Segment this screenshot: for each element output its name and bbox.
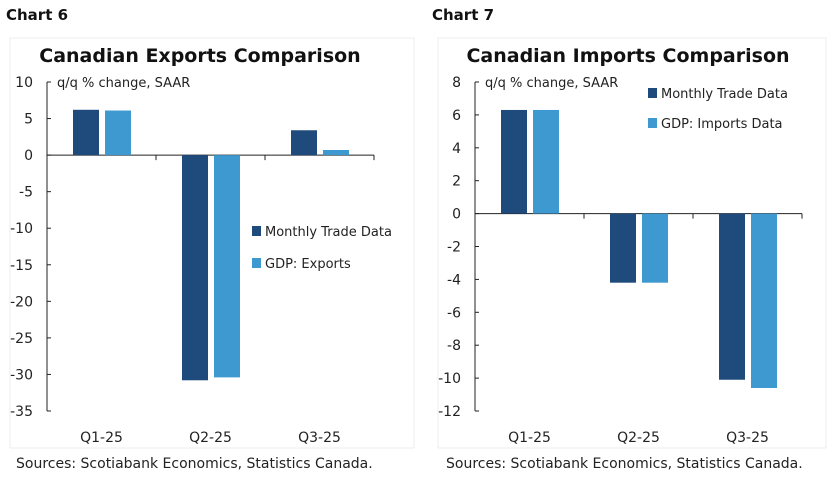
bar-gdp	[214, 155, 240, 378]
y-tick-label: -12	[438, 404, 461, 420]
bar-monthly	[73, 109, 99, 156]
y-tick-label: -10	[438, 371, 461, 387]
legend-swatch	[648, 88, 657, 98]
x-tick-label: Q1-25	[80, 430, 123, 446]
chart-title: Canadian Imports Comparison	[466, 45, 789, 67]
legend-swatch	[252, 258, 261, 268]
y-tick-label: 0	[24, 148, 33, 164]
y-tick-label: 8	[452, 75, 461, 91]
x-tick-label: Q2-25	[617, 430, 660, 446]
chart-6-source: Sources: Scotiabank Economics, Statistic…	[16, 456, 373, 472]
y-tick-label: -8	[447, 338, 461, 354]
bar-gdp	[105, 110, 131, 156]
bar-monthly	[182, 155, 208, 381]
y-tick-label: -35	[10, 404, 33, 420]
chart-title: Canadian Exports Comparison	[39, 45, 360, 67]
y-tick-label: -5	[19, 185, 33, 201]
y-tick-label: -4	[447, 272, 461, 288]
y-tick-label: -20	[10, 294, 33, 310]
chart-7-label: Chart 7	[432, 6, 495, 24]
legend-label: GDP: Imports Data	[661, 117, 783, 132]
bar-gdp	[751, 213, 777, 388]
y-tick-label: -25	[10, 331, 33, 347]
bar-monthly	[610, 213, 636, 283]
x-tick-label: Q2-25	[189, 430, 232, 446]
bar-monthly	[719, 213, 745, 380]
y-tick-label: 0	[452, 207, 461, 223]
x-tick-label: Q3-25	[298, 430, 341, 446]
y-tick-label: 2	[452, 174, 461, 190]
bar-monthly	[501, 109, 527, 214]
bar-monthly	[291, 130, 317, 156]
y-tick-label: -30	[10, 367, 33, 383]
y-tick-label: -10	[10, 221, 33, 237]
x-tick-label: Q3-25	[726, 430, 769, 446]
legend-label: Monthly Trade Data	[265, 225, 392, 240]
x-tick-label: Q1-25	[508, 430, 551, 446]
bar-gdp	[642, 213, 668, 283]
legend-swatch	[648, 118, 657, 128]
y-axis-label: q/q % change, SAAR	[57, 76, 190, 91]
chart-7-source: Sources: Scotiabank Economics, Statistic…	[446, 456, 803, 472]
y-tick-label: 6	[452, 108, 461, 124]
legend-label: Monthly Trade Data	[661, 87, 788, 102]
y-tick-label: 4	[452, 141, 461, 157]
bar-gdp	[533, 109, 559, 214]
bar-gdp	[323, 149, 349, 156]
y-tick-label: -6	[447, 305, 461, 321]
chart-6-label: Chart 6	[6, 6, 69, 24]
legend-label: GDP: Exports	[265, 257, 351, 272]
y-tick-label: -2	[447, 240, 461, 256]
y-axis-label: q/q % change, SAAR	[485, 76, 618, 91]
y-tick-label: 5	[24, 112, 33, 128]
y-tick-label: 10	[15, 75, 33, 91]
y-tick-label: -15	[10, 258, 33, 274]
legend-swatch	[252, 226, 261, 236]
plot-panel	[9, 37, 415, 449]
